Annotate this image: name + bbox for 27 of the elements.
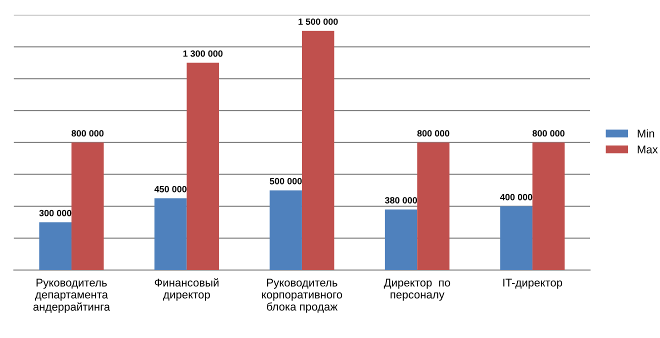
x-tick-label: Руководитель департамента андеррайтинга bbox=[33, 278, 110, 313]
bar bbox=[500, 206, 532, 270]
bar bbox=[302, 30, 334, 270]
bar bbox=[270, 190, 302, 270]
legend-label: Max bbox=[638, 146, 658, 154]
bar bbox=[417, 142, 450, 270]
bar bbox=[154, 198, 187, 270]
data-label: 450 000 bbox=[154, 186, 187, 192]
x-tick-label: Руководитель корпоративного блока продаж bbox=[262, 278, 342, 313]
x-tick-label: Директор по персоналу bbox=[384, 278, 450, 301]
data-label: 500 000 bbox=[270, 178, 302, 184]
x-tick-label: IT-директор bbox=[503, 278, 562, 289]
data-label: 800 000 bbox=[417, 130, 450, 137]
bar bbox=[384, 209, 418, 270]
data-label: 1 300 000 bbox=[183, 50, 223, 57]
bar bbox=[532, 142, 565, 270]
x-tick-label: Финансовый директор bbox=[154, 278, 218, 301]
data-label: 400 000 bbox=[500, 194, 532, 200]
bar bbox=[186, 62, 219, 270]
data-label: 300 000 bbox=[39, 210, 72, 216]
bar bbox=[39, 222, 72, 270]
data-label: 800 000 bbox=[72, 130, 104, 137]
data-label: 1 500 000 bbox=[298, 18, 338, 25]
bar bbox=[71, 142, 104, 270]
data-label: 380 000 bbox=[384, 197, 417, 204]
data-label: 800 000 bbox=[532, 130, 565, 137]
legend-label: Min bbox=[638, 129, 654, 138]
